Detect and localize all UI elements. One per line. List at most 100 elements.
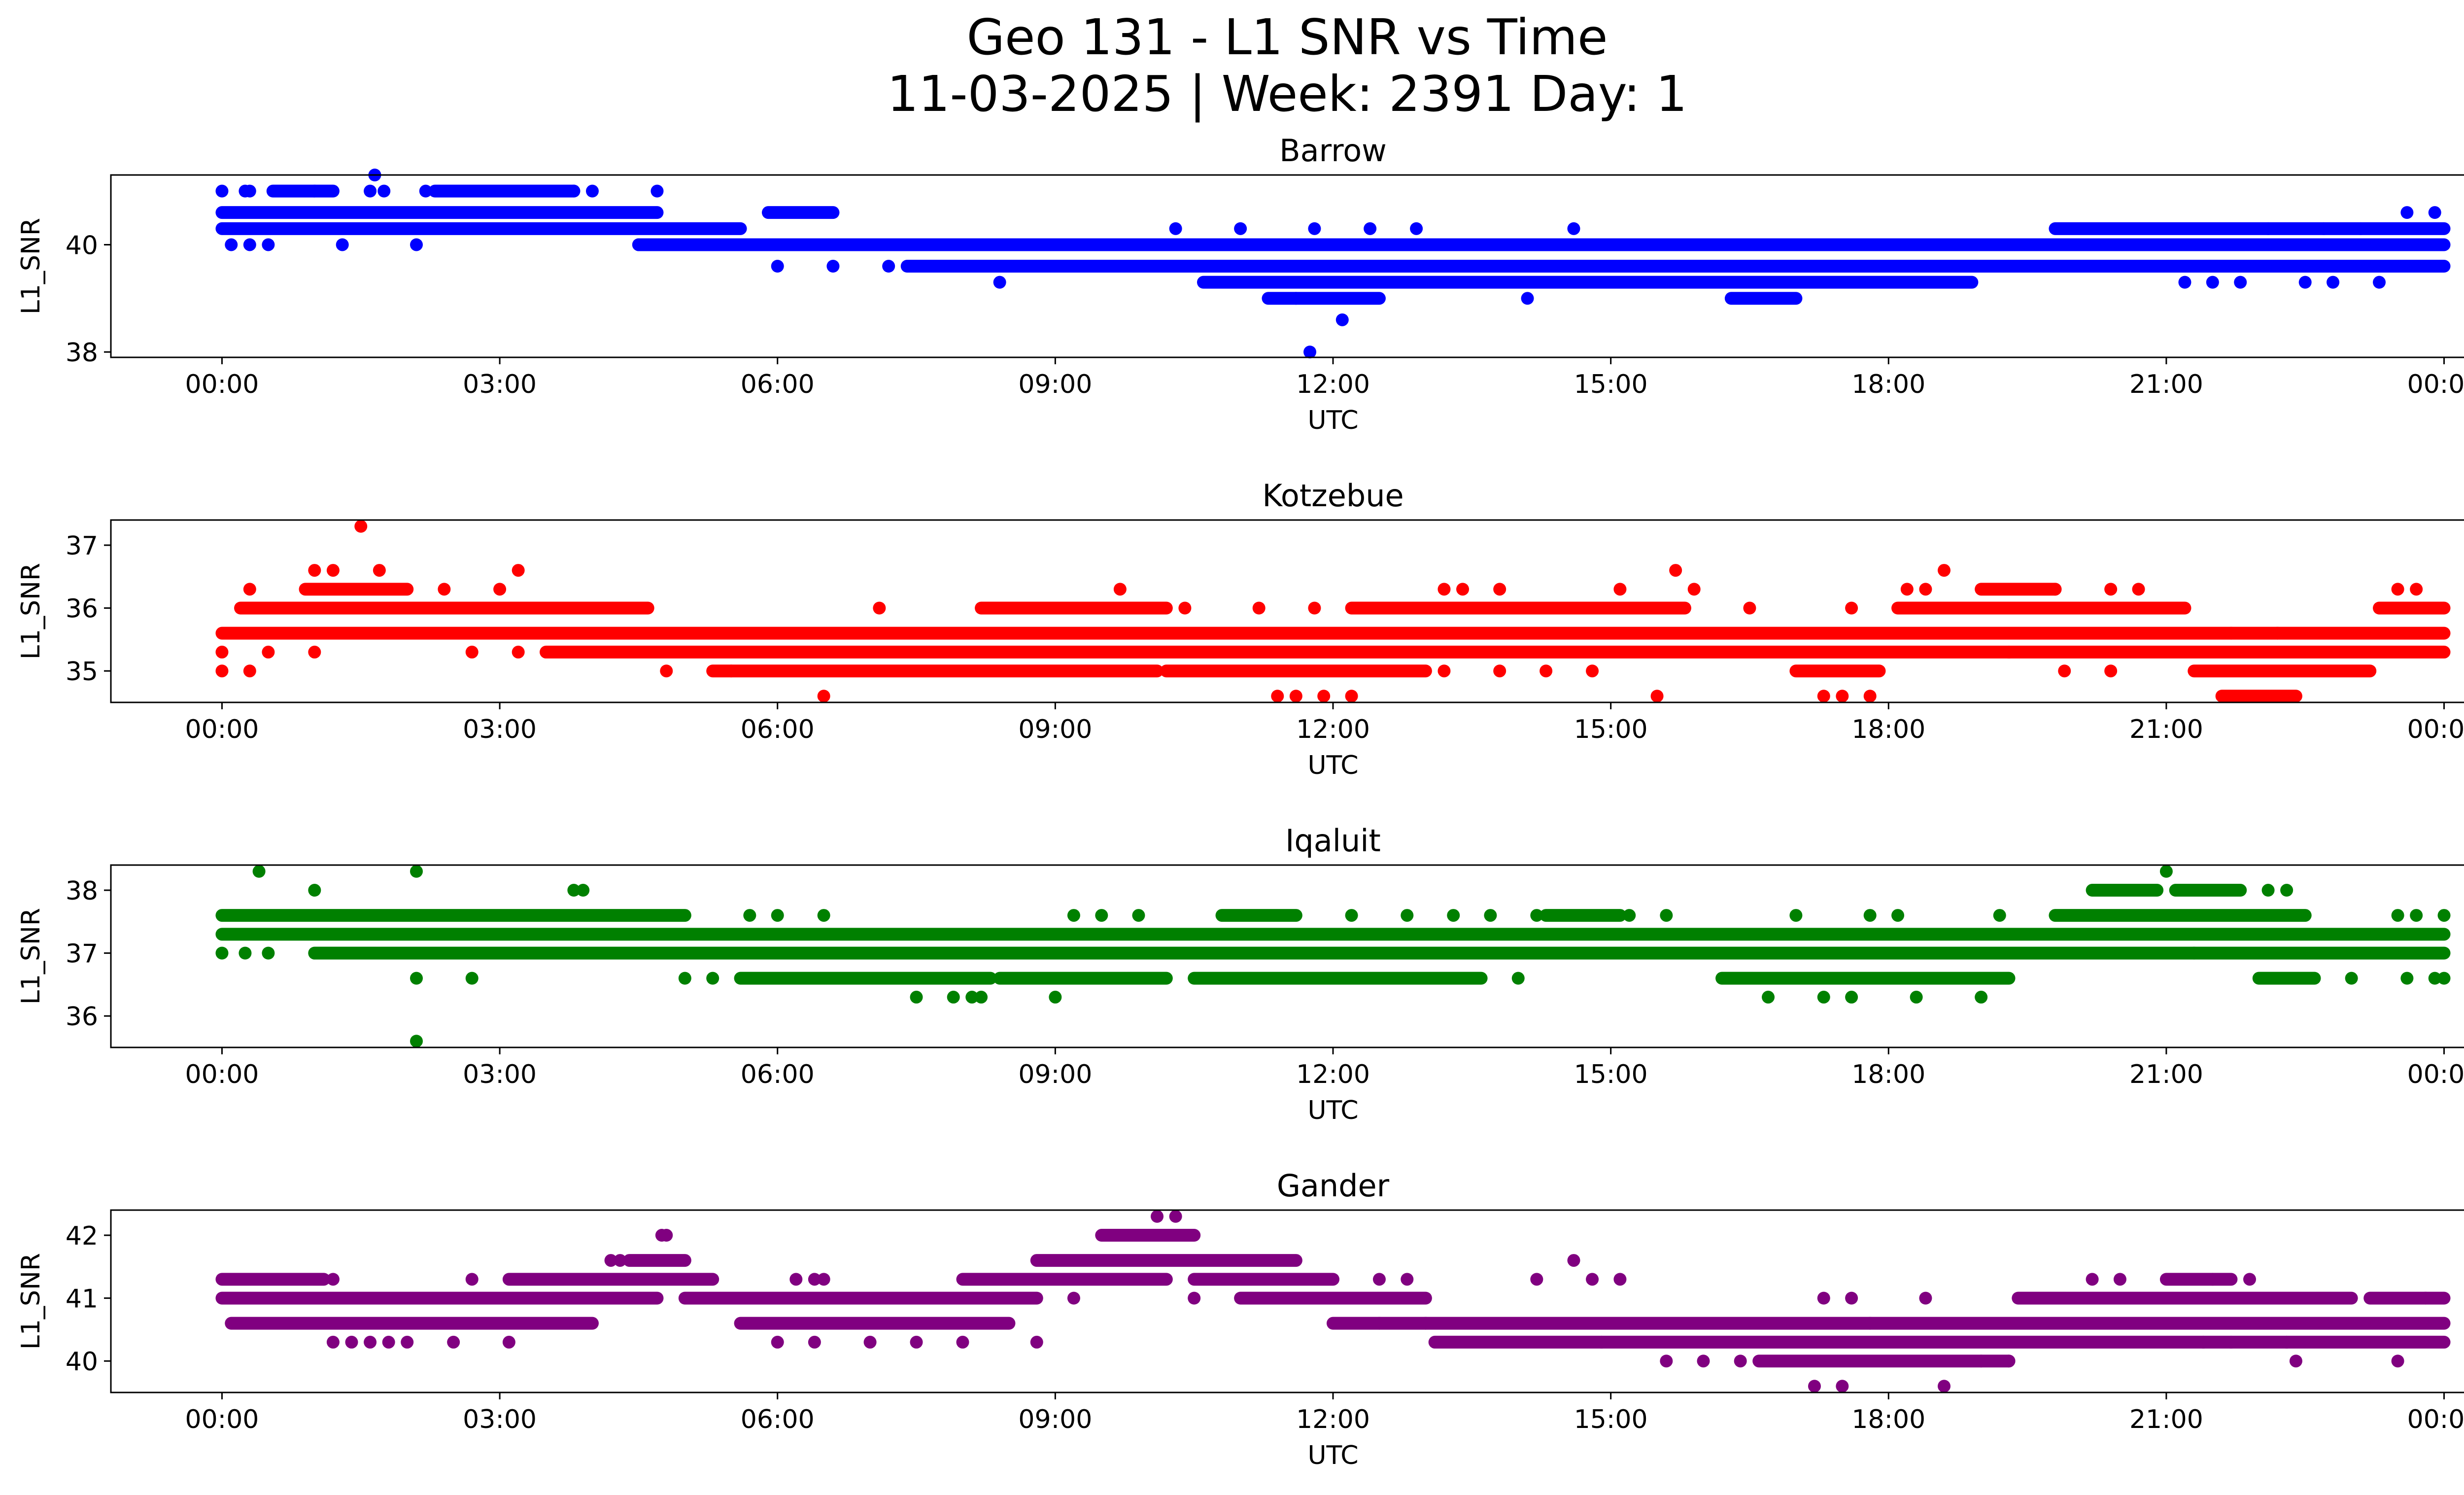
data-point bbox=[1817, 690, 1830, 703]
data-band bbox=[900, 260, 2451, 273]
data-band bbox=[1188, 1273, 1339, 1286]
data-point bbox=[1789, 909, 1803, 922]
data-point bbox=[262, 645, 275, 659]
data-point bbox=[1845, 601, 1858, 615]
data-point bbox=[1762, 990, 1775, 1004]
data-point bbox=[956, 1335, 969, 1349]
data-band bbox=[1262, 292, 1386, 305]
y-tick-label: 42 bbox=[66, 1221, 98, 1251]
x-tick-label: 15:00 bbox=[1574, 1405, 1648, 1434]
data-band bbox=[234, 601, 654, 615]
data-point bbox=[2400, 972, 2414, 985]
data-point bbox=[243, 583, 256, 596]
data-point bbox=[1151, 1210, 1164, 1223]
data-point bbox=[1530, 909, 1543, 922]
data-point bbox=[2437, 972, 2451, 985]
data-point bbox=[1372, 1317, 1386, 1330]
y-tick-label: 36 bbox=[66, 594, 98, 624]
data-series bbox=[215, 169, 2451, 359]
data-point bbox=[1289, 292, 1302, 305]
data-point bbox=[465, 972, 479, 985]
panel-title: Iqaluit bbox=[1285, 823, 1381, 859]
data-point bbox=[1586, 1273, 1599, 1286]
y-tick-label: 38 bbox=[66, 876, 98, 906]
data-band bbox=[215, 1273, 331, 1286]
subplot-panels: Barrow 00:00 03:00 06:00 09:00 12:00 15:00 18:0… bbox=[16, 133, 2464, 1470]
data-point bbox=[2271, 626, 2284, 640]
data-point bbox=[243, 184, 256, 198]
y-axis-label: L1_SNR bbox=[16, 908, 46, 1005]
data-point bbox=[2243, 1273, 2256, 1286]
data-point bbox=[326, 564, 340, 577]
data-band bbox=[706, 664, 1164, 678]
data-point bbox=[2373, 276, 2386, 289]
data-point bbox=[910, 990, 923, 1004]
x-axis-label: UTC bbox=[1307, 406, 1358, 435]
data-point bbox=[215, 645, 229, 659]
data-point bbox=[632, 238, 645, 251]
x-tick-label: 18:00 bbox=[1851, 370, 1925, 399]
data-point bbox=[1067, 909, 1080, 922]
data-band bbox=[215, 206, 664, 219]
data-point bbox=[1975, 990, 1988, 1004]
data-band bbox=[215, 928, 2451, 941]
data-point bbox=[2317, 222, 2330, 235]
data-point bbox=[2132, 583, 2145, 596]
data-point bbox=[1836, 1380, 1849, 1393]
data-point bbox=[1891, 909, 1905, 922]
data-point bbox=[965, 990, 979, 1004]
data-point bbox=[308, 184, 321, 198]
x-tick-label: 18:00 bbox=[1851, 1060, 1925, 1089]
x-tick-label: 03:00 bbox=[463, 1405, 537, 1434]
data-point bbox=[2428, 972, 2441, 985]
data-point bbox=[975, 990, 988, 1004]
data-point bbox=[2224, 626, 2238, 640]
data-point bbox=[1900, 583, 1914, 596]
data-point bbox=[225, 238, 238, 251]
x-tick-label: 06:00 bbox=[741, 1060, 815, 1089]
data-point bbox=[373, 564, 386, 577]
data-point bbox=[2188, 946, 2201, 960]
data-point bbox=[1049, 990, 1062, 1004]
data-band bbox=[225, 1317, 599, 1330]
data-point bbox=[1188, 1291, 1201, 1305]
data-band bbox=[1327, 1317, 2451, 1330]
data-point bbox=[1335, 313, 1349, 326]
x-tick-label: 12:00 bbox=[1296, 1060, 1370, 1089]
x-tick-label: 00:00 bbox=[2407, 1060, 2464, 1089]
data-point bbox=[447, 1335, 460, 1349]
x-tick-label: 12:00 bbox=[1296, 1405, 1370, 1434]
data-point bbox=[1734, 1355, 1747, 1368]
panel-title: Kotzebue bbox=[1262, 478, 1403, 514]
data-point bbox=[1364, 222, 1377, 235]
data-point bbox=[1410, 222, 1423, 235]
data-point bbox=[993, 276, 1006, 289]
x-tick-label: 06:00 bbox=[741, 1405, 815, 1434]
data-point bbox=[1910, 990, 1923, 1004]
data-point bbox=[1743, 601, 1756, 615]
data-point bbox=[2280, 884, 2293, 897]
data-point bbox=[502, 1335, 515, 1349]
data-point bbox=[2419, 1291, 2432, 1305]
data-band bbox=[2188, 664, 2377, 678]
y-tick-label: 41 bbox=[66, 1285, 98, 1314]
data-point bbox=[1401, 909, 1414, 922]
data-point bbox=[1303, 346, 1317, 359]
data-point bbox=[1660, 909, 1673, 922]
data-point bbox=[1401, 1273, 1414, 1286]
data-band bbox=[266, 184, 340, 198]
data-point bbox=[2280, 1335, 2293, 1349]
data-point bbox=[743, 909, 756, 922]
data-point bbox=[410, 972, 423, 985]
data-point bbox=[873, 601, 886, 615]
data-point bbox=[2327, 276, 2340, 289]
subplot-barrow: Barrow 00:00 03:00 06:00 09:00 12:00 15:00 18:0… bbox=[16, 133, 2464, 435]
data-point bbox=[771, 909, 784, 922]
data-series bbox=[215, 1210, 2451, 1393]
data-band bbox=[215, 909, 691, 922]
data-band bbox=[734, 1317, 1016, 1330]
data-band bbox=[975, 601, 1173, 615]
data-band bbox=[2049, 222, 2451, 235]
data-point bbox=[1447, 909, 1460, 922]
data-point bbox=[1437, 583, 1451, 596]
